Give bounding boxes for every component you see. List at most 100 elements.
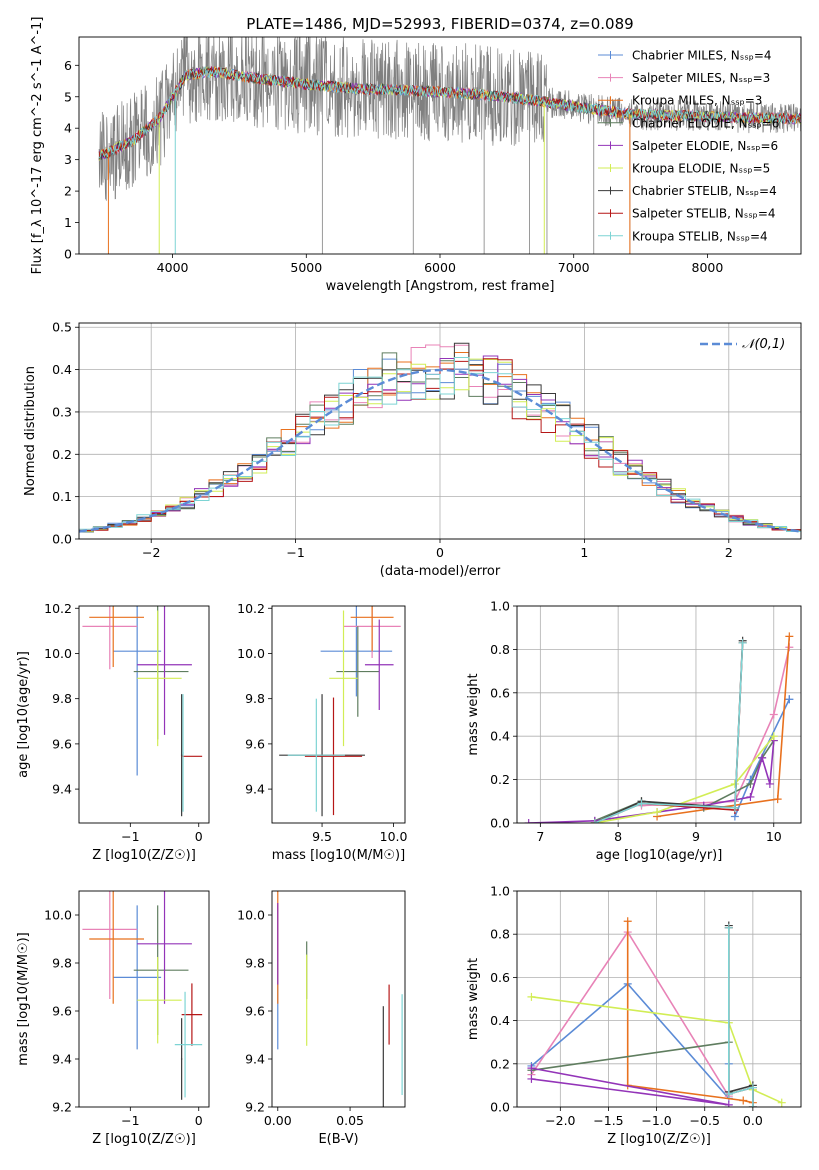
x-axis-label: (data-model)/error <box>380 564 501 579</box>
data-point <box>746 792 755 801</box>
point-salpeter-elodie <box>137 606 192 735</box>
x-tick-label: 0 <box>436 545 444 560</box>
y-tick-label: 9.4 <box>52 1052 72 1067</box>
x-tick-label: 10 <box>766 829 782 844</box>
data-point <box>724 1100 733 1107</box>
plot-area <box>277 891 403 1107</box>
y-tick-label: 9.8 <box>52 691 72 706</box>
y-tick-label: 10.0 <box>44 908 72 923</box>
y-tick-label: 3 <box>64 152 72 167</box>
y-tick-label: 9.4 <box>245 782 265 797</box>
y-tick-label: 10.0 <box>44 646 72 661</box>
plot-area <box>279 606 401 817</box>
y-tick-label: 0.0 <box>490 816 510 831</box>
x-tick-label: 7000 <box>558 260 590 275</box>
y-tick-label: 6 <box>64 58 72 73</box>
plot-area <box>98 37 801 254</box>
series-line <box>531 1041 729 1072</box>
x-axis-label: age [log10(age/yr)] <box>596 848 723 863</box>
x-tick-label: 8 <box>614 829 622 844</box>
y-tick-label: 9.2 <box>245 1100 265 1115</box>
y-tick-label: 0.6 <box>490 970 510 985</box>
series-line <box>594 642 744 823</box>
data-point <box>746 779 755 788</box>
data-point <box>724 1090 733 1099</box>
point-chabrier-elodie <box>133 606 189 740</box>
y-tick-label: 5 <box>64 89 72 104</box>
panel-residual-histogram: −2 −1 0 1 2 0.0 0.1 0.2 0.3 0.4 0.5 (data-model)/er… <box>23 320 802 579</box>
x-tick-label: 8000 <box>692 260 724 275</box>
series-line <box>626 921 754 1104</box>
plot-area <box>82 606 203 817</box>
series-salpeter-stelib <box>724 923 757 1107</box>
data-point <box>738 638 747 647</box>
point-kroupa-miles <box>89 891 144 1004</box>
y-tick-label: 1.0 <box>490 599 510 614</box>
point-chabrier-miles <box>113 905 162 1050</box>
y-tick-label: 0.1 <box>52 489 72 504</box>
series-line <box>594 642 744 823</box>
x-tick-label: −2 <box>142 545 160 560</box>
point-kroupa-stelib <box>287 698 345 812</box>
panel-mass-weight-vs-z: −2.0 −1.5 −1.0 −0.5 0.0 0.0 0.2 0.4 0.6 0.8 1.0 Z [… <box>466 884 802 1147</box>
series-chabrier-miles <box>527 979 733 1103</box>
y-tick-label: 0.4 <box>52 362 72 377</box>
point-salpeter-elodie <box>364 619 394 710</box>
point-kroupa-stelib <box>174 991 203 1098</box>
y-tick-label: 0.8 <box>490 642 510 657</box>
y-tick-label: 0.4 <box>490 729 510 744</box>
point-salpeter-miles <box>82 891 138 999</box>
data-point <box>590 819 599 823</box>
series-line <box>641 647 791 807</box>
axes-frame <box>271 605 406 824</box>
panel-mass-vs-z: −1 0 9.2 9.4 9.6 9.8 10.0 Z [log10(Z/Z☉)] mass [… <box>16 890 210 1147</box>
point-kroupa-elodie <box>329 610 358 747</box>
point-kroupa-elodie <box>137 610 182 747</box>
x-tick-label: −1 <box>121 1113 139 1128</box>
series-line <box>727 927 754 1107</box>
legend-label: Kroupa MILES, Nₛₛₚ=3 <box>632 94 762 108</box>
y-tick-label: 9.8 <box>245 691 265 706</box>
data-point <box>739 1096 748 1105</box>
figure-title: PLATE=1486, MJD=52993, FIBERID=0374, z=0… <box>246 15 633 33</box>
x-axis-label: wavelength [Angstrom, rest frame] <box>326 279 555 294</box>
panel-mass-weight-vs-age: 7 8 9 10 0.0 0.2 0.4 0.6 0.8 1.0 age [log10(age/yr… <box>466 599 802 863</box>
series-line <box>531 996 783 1104</box>
data-point <box>785 632 794 641</box>
panel-spectrum: 4000 5000 6000 7000 8000 0 1 2 3 4 5 6 wavelength [A… <box>30 17 802 294</box>
y-tick-label: 1 <box>64 215 72 230</box>
legend-label: Chabrier STELIB, Nₛₛₚ=4 <box>632 184 777 198</box>
panel-age-vs-mass: 9.5 10.0 9.4 9.6 9.8 10.0 10.2 mass [log10(M/M☉… <box>237 601 407 863</box>
point-kroupa-miles <box>89 606 144 668</box>
legend-label: Salpeter MILES, Nₛₛₚ=3 <box>632 71 770 85</box>
y-axis-label: mass [log10(M/M☉)] <box>16 932 31 1065</box>
axes-frame <box>271 890 406 1108</box>
series-salpeter-stelib <box>590 638 747 823</box>
data-point <box>637 799 646 808</box>
y-tick-label: 0.6 <box>490 685 510 700</box>
x-tick-label: 6000 <box>424 260 456 275</box>
axes-frame <box>78 322 802 540</box>
plot-area <box>79 342 801 539</box>
y-tick-label: 10.2 <box>237 601 265 616</box>
x-tick-label: 5000 <box>290 260 322 275</box>
series-chabrier-stelib <box>724 921 757 1107</box>
model-kroupa-stelib-n-ssp-4 <box>99 66 801 158</box>
y-tick-label: 2 <box>64 184 72 199</box>
series-line <box>594 640 744 823</box>
point-chabrier-stelib <box>180 1018 183 1100</box>
y-tick-label: 0.2 <box>490 772 510 787</box>
x-tick-label: −1.5 <box>593 1113 623 1128</box>
axes-frame <box>78 36 802 255</box>
data-point <box>724 923 733 932</box>
x-tick-label: 4000 <box>157 260 189 275</box>
data-point <box>769 710 778 719</box>
y-tick-label: 1.0 <box>490 884 510 899</box>
y-tick-label: 9.6 <box>245 736 265 751</box>
y-axis-label: age [log10(age/yr)] <box>16 651 31 778</box>
y-tick-label: 9.6 <box>52 736 72 751</box>
series-line <box>531 1067 729 1106</box>
x-axis-label: E(B-V) <box>318 1132 358 1147</box>
data-point <box>527 1064 536 1073</box>
legend-label: Salpeter STELIB, Nₛₛₚ=4 <box>632 207 776 221</box>
